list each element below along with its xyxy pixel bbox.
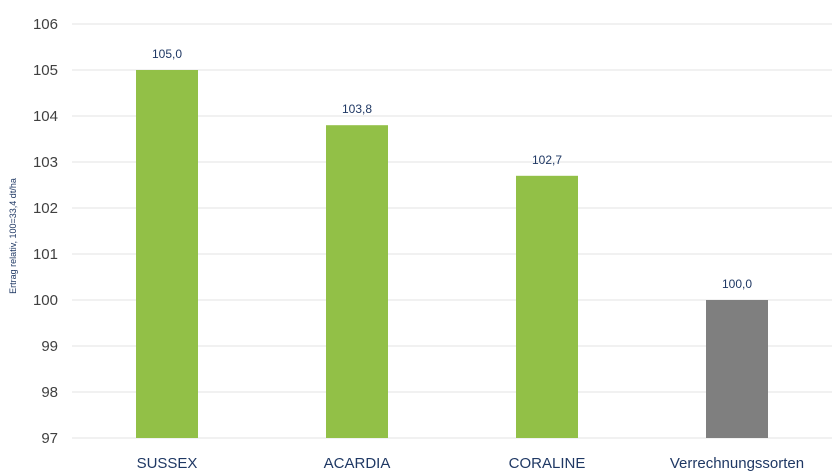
data-label: 103,8	[342, 102, 372, 116]
bar	[136, 70, 198, 438]
data-labels: 105,0 103,8 102,7 100,0	[152, 47, 752, 291]
y-tick-label: 97	[41, 430, 58, 447]
y-tick-label: 100	[33, 292, 58, 309]
x-category-label: ACARDIA	[324, 455, 391, 472]
y-tick-label: 101	[33, 246, 58, 263]
y-tick-label: 99	[41, 338, 58, 355]
y-tick-label: 106	[33, 16, 58, 33]
x-category-label: Verrechnungssorten	[670, 455, 804, 472]
x-category-label: CORALINE	[509, 455, 586, 472]
bars	[136, 70, 768, 439]
bar	[706, 300, 768, 438]
y-axis-title: Ertrag relativ, 100=33,4 dt/ha	[8, 178, 18, 294]
y-tick-label: 98	[41, 384, 58, 401]
data-label: 102,7	[532, 153, 562, 167]
y-axis-tick-labels: 97 98 99 100 101 102 103 104 105 106	[33, 16, 58, 447]
y-tick-label: 102	[33, 200, 58, 217]
data-label: 100,0	[722, 277, 752, 291]
x-category-label: SUSSEX	[137, 455, 198, 472]
x-axis-category-labels: SUSSEX ACARDIA CORALINE Verrechnungssorten	[137, 455, 805, 472]
data-label: 105,0	[152, 47, 182, 61]
y-tick-label: 103	[33, 154, 58, 171]
bar	[516, 175, 578, 439]
bar	[326, 125, 388, 438]
gridlines	[72, 23, 832, 439]
y-tick-label: 105	[33, 62, 58, 79]
y-tick-label: 104	[33, 108, 58, 125]
